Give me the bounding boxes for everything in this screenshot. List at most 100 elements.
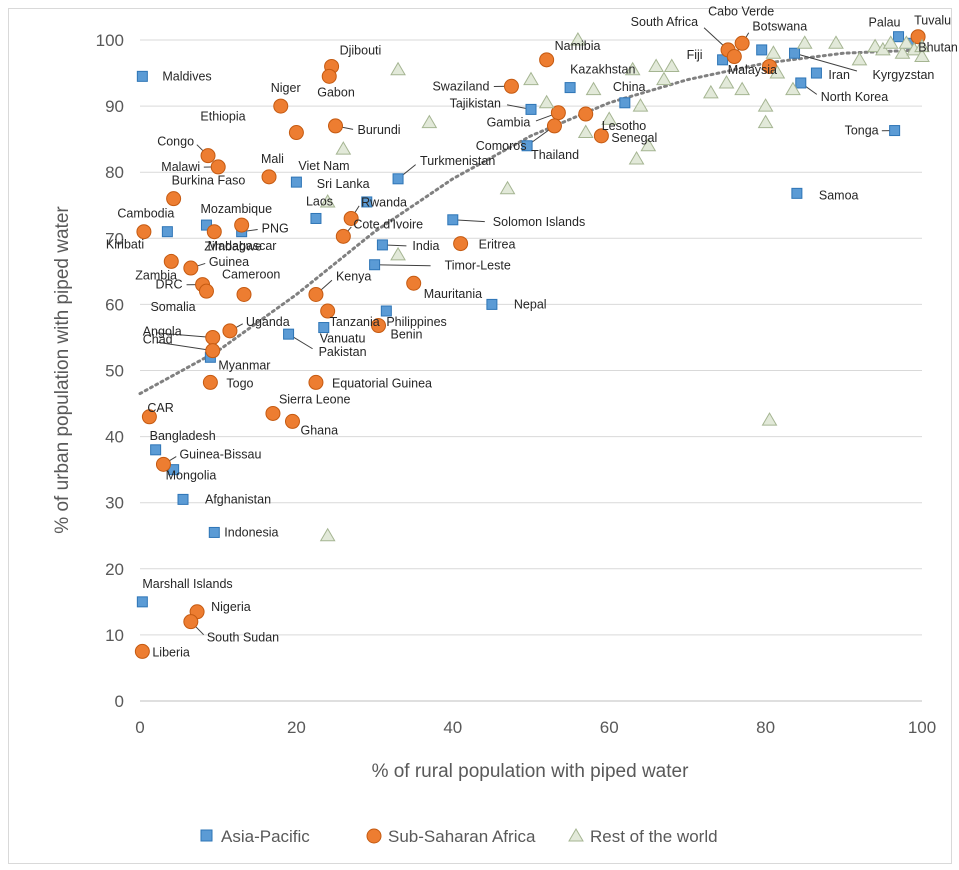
- point-label: Tonga: [845, 124, 879, 138]
- point-asia-pacific: [392, 173, 404, 185]
- point-label: Mali: [261, 152, 284, 166]
- x-tick-label: 60: [600, 718, 619, 737]
- point-sub-saharan-africa: [593, 128, 609, 144]
- point-label: Namibia: [555, 39, 601, 53]
- point-asia-pacific: [361, 196, 373, 208]
- point-rest-of-world: [828, 35, 844, 49]
- point-label: Eritrea: [479, 238, 516, 252]
- point-rest-of-world: [628, 150, 645, 165]
- point-rest-of-world: [875, 41, 891, 56]
- x-tick-label: 100: [908, 718, 936, 737]
- point-label: Malaysia: [728, 63, 777, 77]
- point-label: Indonesia: [224, 525, 278, 539]
- legend-triangle-icon: [568, 828, 584, 842]
- point-sub-saharan-africa: [546, 118, 562, 134]
- y-axis-title: % of urban population with piped water: [52, 206, 73, 534]
- point-label: Kyrgyzstan: [873, 68, 935, 82]
- point-label: Mauritania: [424, 287, 482, 301]
- point-label: Palau: [869, 16, 901, 30]
- x-axis-title: % of rural population with piped water: [372, 761, 690, 782]
- point-sub-saharan-africa: [155, 456, 171, 472]
- point-rest-of-world: [499, 180, 516, 195]
- point-label: Burkina Faso: [172, 174, 246, 188]
- point-asia-pacific: [376, 239, 388, 251]
- point-label: Tanzania: [330, 315, 380, 329]
- point-sub-saharan-africa: [539, 52, 555, 68]
- point-label: Vanuatu: [320, 332, 366, 346]
- point-rest-of-world: [640, 137, 657, 152]
- point-sub-saharan-africa: [762, 58, 778, 74]
- point-rest-of-world: [851, 51, 868, 66]
- legend-label: Sub-Saharan Africa: [388, 827, 536, 846]
- point-label: Somalia: [150, 300, 195, 314]
- point-label: Zimbabwe: [204, 240, 262, 254]
- point-rest-of-world: [390, 246, 406, 261]
- point-rest-of-world: [538, 94, 555, 109]
- point-label: Ghana: [300, 423, 338, 437]
- point-rest-of-world: [577, 124, 594, 139]
- point-rest-of-world: [757, 98, 774, 112]
- point-sub-saharan-africa: [234, 217, 250, 233]
- leader-line: [374, 264, 431, 267]
- point-label: Timor-Leste: [445, 259, 511, 273]
- point-label: Marshall Islands: [142, 577, 232, 591]
- point-label: Samoa: [819, 188, 859, 202]
- point-label: Cabo Verde: [708, 4, 774, 18]
- point-label: Liberia: [152, 645, 190, 659]
- point-sub-saharan-africa: [136, 224, 152, 240]
- point-label: Uganda: [246, 315, 290, 329]
- point-asia-pacific: [177, 493, 189, 505]
- point-rest-of-world: [656, 71, 672, 86]
- point-label: Chad: [143, 333, 173, 347]
- x-tick-label: 0: [135, 718, 144, 737]
- point-label: Philippines: [386, 315, 446, 329]
- point-label: Kiribati: [106, 238, 144, 252]
- point-sub-saharan-africa: [236, 286, 252, 302]
- point-label: Cambodia: [117, 207, 174, 221]
- point-label: Malawi: [161, 160, 200, 174]
- point-rest-of-world: [570, 32, 586, 46]
- point-label: Lesotho: [602, 119, 647, 133]
- point-label: South Africa: [631, 15, 698, 29]
- leader-line: [156, 332, 213, 338]
- legend-label: Rest of the world: [590, 827, 718, 846]
- point-label: Viet Nam: [298, 159, 349, 173]
- point-sub-saharan-africa: [335, 228, 351, 244]
- point-label: Cameroon: [222, 267, 280, 281]
- point-label: Turkmenistan: [420, 154, 495, 168]
- y-tick-label: 80: [105, 163, 124, 182]
- point-label: Bangladesh: [150, 429, 216, 443]
- point-rest-of-world: [718, 74, 735, 89]
- point-asia-pacific: [310, 212, 322, 224]
- point-sub-saharan-africa: [198, 283, 214, 299]
- point-rest-of-world: [421, 114, 438, 129]
- point-sub-saharan-africa: [273, 98, 289, 114]
- point-sub-saharan-africa: [321, 68, 337, 84]
- point-label: Angola: [143, 324, 182, 338]
- y-tick-label: 90: [105, 97, 124, 116]
- point-label: Mozambique: [200, 202, 272, 216]
- point-rest-of-world: [734, 81, 751, 96]
- point-asia-pacific: [447, 214, 459, 226]
- point-asia-pacific: [290, 176, 302, 188]
- point-rest-of-world: [663, 58, 680, 72]
- point-sub-saharan-africa: [284, 413, 300, 429]
- point-rest-of-world: [523, 71, 539, 86]
- point-sub-saharan-africa: [328, 118, 343, 134]
- point-label: Senegal: [611, 131, 657, 145]
- point-sub-saharan-africa: [205, 343, 221, 359]
- point-label: Niger: [271, 81, 301, 95]
- point-sub-saharan-africa: [222, 323, 238, 339]
- point-sub-saharan-africa: [265, 405, 281, 421]
- point-asia-pacific: [150, 444, 162, 456]
- point-label: Congo: [157, 135, 194, 149]
- y-tick-label: 60: [105, 295, 124, 314]
- point-asia-pacific: [564, 82, 576, 94]
- point-sub-saharan-africa: [163, 253, 179, 269]
- point-label: South Sudan: [207, 631, 279, 645]
- point-sub-saharan-africa: [503, 78, 519, 94]
- point-label: Gambia: [487, 116, 531, 130]
- point-asia-pacific: [318, 322, 330, 334]
- point-sub-saharan-africa: [320, 303, 336, 319]
